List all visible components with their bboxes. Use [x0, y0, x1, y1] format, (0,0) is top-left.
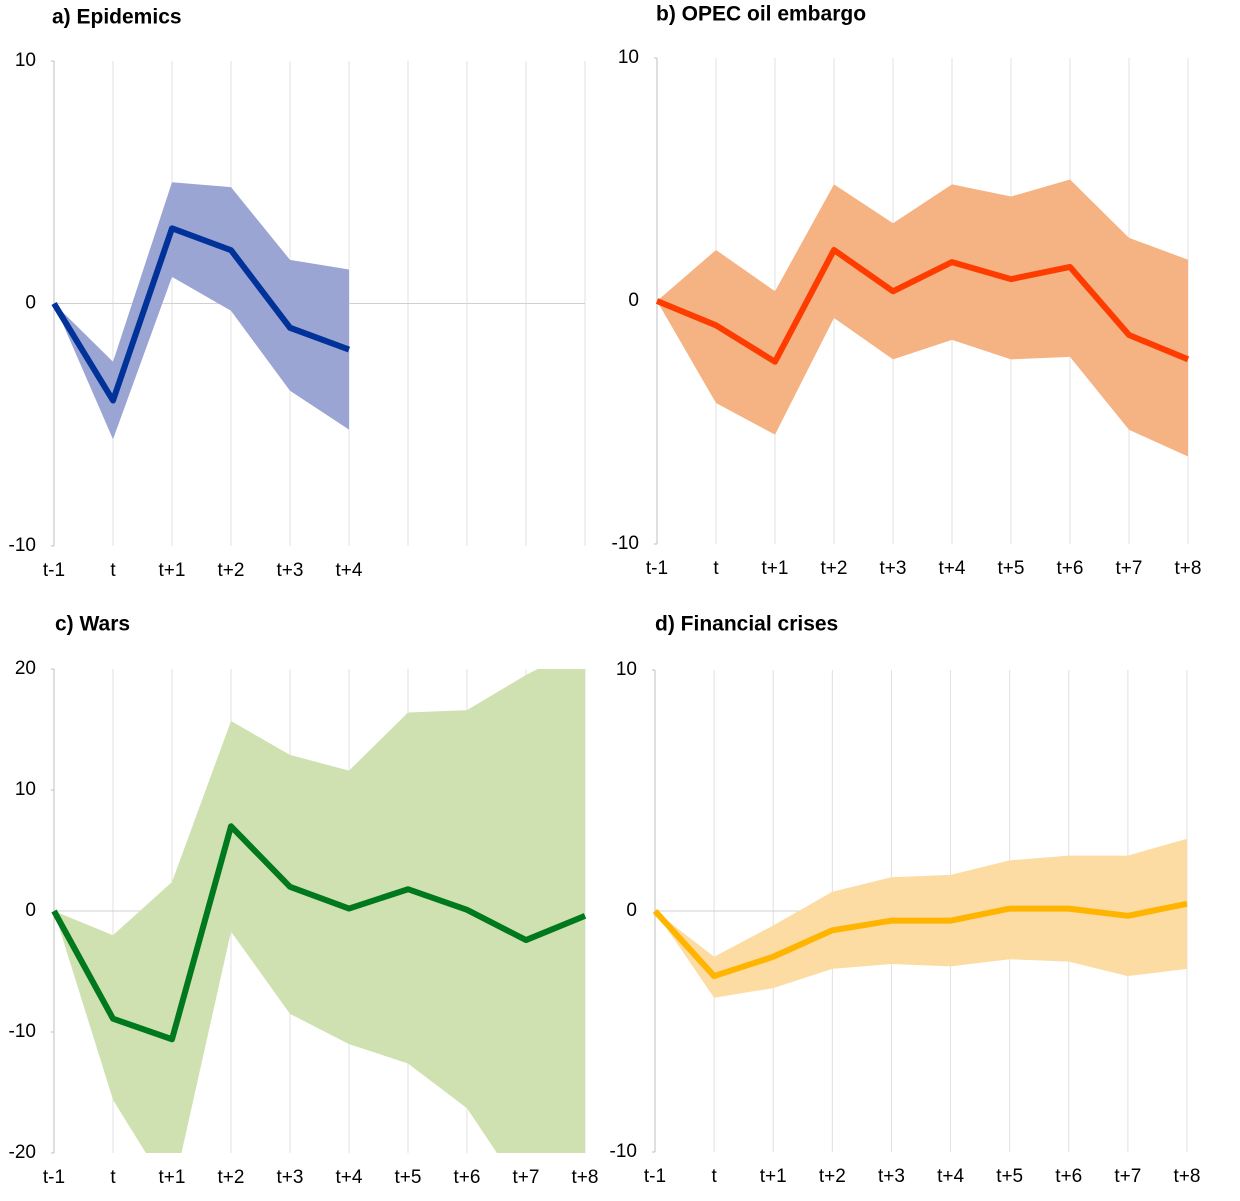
- chart-title: c) Wars: [55, 613, 130, 636]
- x-tick-label: t+4: [336, 560, 363, 581]
- x-tick-label: t+1: [760, 1166, 787, 1187]
- y-tick-label: 0: [628, 290, 639, 311]
- confidence-band: [54, 182, 349, 440]
- y-tick-label: 20: [15, 658, 36, 679]
- x-tick-label: t+2: [819, 1166, 846, 1187]
- x-tick-label: t: [110, 560, 116, 581]
- x-tick-label: t+2: [218, 560, 245, 581]
- x-tick-label: t+5: [998, 558, 1025, 579]
- panel: d) Financial crises t-1 t t+1 t+2 t+3 t+4 t+5 t+…: [610, 613, 1201, 1187]
- x-tick-label: t: [110, 1167, 116, 1188]
- x-tick-label: t+1: [159, 1167, 186, 1188]
- chart-title: b) OPEC oil embargo: [656, 3, 866, 26]
- y-tick-label: 10: [15, 50, 36, 71]
- confidence-band: [54, 669, 585, 1153]
- x-tick-label: t+2: [218, 1167, 245, 1188]
- x-tick-label: t+1: [762, 558, 789, 579]
- x-tick-label: t+3: [277, 560, 304, 581]
- x-tick-label: t: [713, 558, 719, 579]
- y-tick-label: -10: [9, 1021, 36, 1042]
- y-tick-label: -20: [9, 1142, 36, 1163]
- x-tick-label: t+5: [996, 1166, 1023, 1187]
- x-tick-label: t+5: [395, 1167, 422, 1188]
- x-tick-label: t+7: [1116, 558, 1143, 579]
- line: [652, 900, 1188, 980]
- panel: b) OPEC oil embargo t-1 t t+1 t+2 t+3 t+4 t+5 t+…: [612, 3, 1202, 579]
- x-tick-label: t+6: [454, 1167, 481, 1188]
- y-tick-label: -10: [612, 533, 639, 554]
- x-tick-label: t+4: [937, 1166, 964, 1187]
- line: [51, 823, 587, 1043]
- x-tick-label: t-1: [644, 1166, 666, 1187]
- x-tick-label: t+4: [939, 558, 966, 579]
- x-tick-label: t+7: [1114, 1166, 1141, 1187]
- x-tick-label: t-1: [43, 560, 65, 581]
- x-tick-label: t+2: [821, 558, 848, 579]
- line: [51, 225, 351, 404]
- panel: c) Wars t-1 t t+1 t+2 t+3 t+4 t+5 t+6 t+7 t+8 -20 -1…: [9, 613, 599, 1188]
- y-tick-label: -10: [9, 535, 36, 556]
- x-tick-label: t+7: [513, 1167, 540, 1188]
- y-tick-label: 10: [618, 47, 639, 68]
- x-tick-label: t+8: [1175, 558, 1202, 579]
- x-tick-label: t+3: [277, 1167, 304, 1188]
- line: [655, 246, 1190, 365]
- panel: a) Epidemics t-1 t t+1 t+2 t+3 t+4 -10 0 10: [9, 6, 586, 581]
- x-tick-label: t+3: [878, 1166, 905, 1187]
- chart-title: d) Financial crises: [655, 613, 838, 636]
- x-tick-label: t+1: [159, 560, 186, 581]
- x-tick-label: t+8: [1174, 1166, 1201, 1187]
- x-tick-label: t-1: [646, 558, 668, 579]
- y-tick-label: 0: [25, 293, 36, 314]
- x-tick-label: t: [711, 1166, 717, 1187]
- x-tick-label: t-1: [43, 1167, 65, 1188]
- chart-title: a) Epidemics: [52, 6, 182, 29]
- x-tick-label: t+6: [1055, 1166, 1082, 1187]
- y-tick-label: 10: [15, 779, 36, 800]
- x-tick-label: t+3: [880, 558, 907, 579]
- y-tick-label: 0: [626, 900, 637, 921]
- confidence-band: [657, 179, 1188, 457]
- x-tick-label: t+8: [572, 1167, 599, 1188]
- y-tick-label: 0: [25, 900, 36, 921]
- x-tick-label: t+6: [1057, 558, 1084, 579]
- x-tick-label: t+4: [336, 1167, 363, 1188]
- y-tick-label: 10: [616, 659, 637, 680]
- y-tick-label: -10: [610, 1141, 637, 1162]
